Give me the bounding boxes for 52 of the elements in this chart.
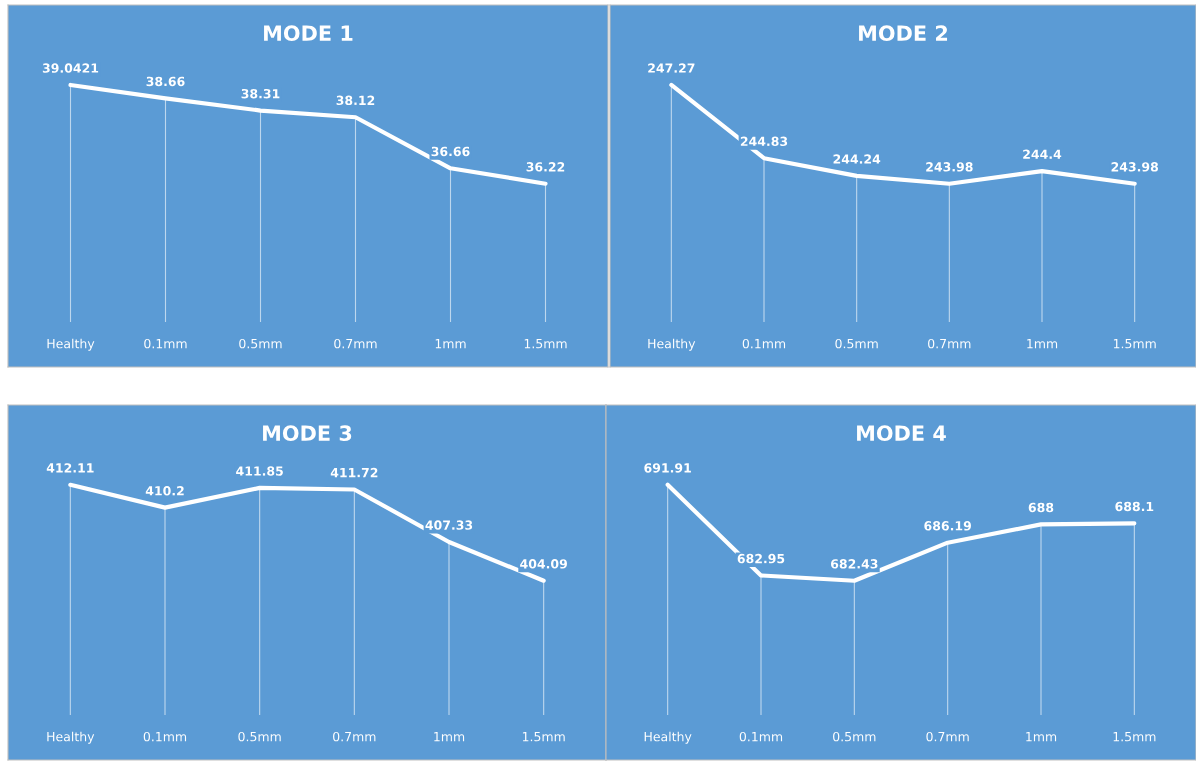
x-tick-label: 1.5mm: [524, 339, 567, 349]
x-tick-label: 1mm: [435, 339, 466, 349]
x-tick-label: 0.1mm: [742, 338, 786, 349]
x-tick-label: 1mm: [434, 732, 465, 742]
x-tick-label: 0.5mm: [835, 338, 878, 349]
data-label: 688.1: [1115, 501, 1154, 512]
data-label: 247.27: [648, 63, 695, 73]
chart-title: MODE 1: [264, 25, 353, 42]
x-tick-label: 0.1mm: [739, 731, 783, 742]
x-tick-label: 0.1mm: [143, 731, 187, 742]
data-label: 243.98: [1111, 162, 1159, 172]
chart-title: MODE 2: [859, 25, 948, 42]
data-label: 39.0421: [42, 63, 99, 73]
x-tick-label: 1mm: [1027, 339, 1058, 349]
data-label: 691.91: [644, 463, 691, 473]
data-label: 244.24: [833, 154, 881, 164]
chart-title: MODE 3: [263, 425, 352, 442]
chart-title: MODE 4: [857, 425, 946, 442]
x-tick-label: 1mm: [1026, 732, 1057, 742]
x-tick-label: Healthy: [648, 338, 696, 351]
x-tick-label: 0.5mm: [833, 731, 876, 742]
x-tick-label: Healthy: [47, 731, 95, 744]
data-label: 407.33: [425, 520, 473, 530]
data-label: 688: [1028, 502, 1054, 513]
data-label: 410.2: [145, 486, 184, 496]
data-label: 404.09: [520, 559, 567, 569]
x-tick-label: 0.7mm: [334, 338, 377, 349]
x-tick-label: 0.7mm: [333, 731, 376, 742]
x-tick-label: Healthy: [47, 338, 95, 351]
x-tick-label: 0.7mm: [928, 338, 971, 349]
data-label: 38.12: [336, 95, 375, 106]
x-tick-label: 1.5mm: [1113, 732, 1156, 742]
data-label: 36.66: [431, 146, 470, 157]
data-label: 412.11: [46, 463, 94, 473]
x-tick-label: 0.5mm: [239, 338, 282, 349]
x-tick-label: 1.5mm: [1113, 339, 1156, 349]
data-label: 244.4: [1023, 149, 1062, 159]
data-label: 36.22: [526, 162, 565, 172]
data-label: 411.85: [236, 466, 283, 476]
data-label: 244.83: [740, 136, 788, 147]
x-tick-label: 1.5mm: [522, 732, 565, 742]
x-tick-label: 0.7mm: [926, 731, 969, 742]
x-tick-label: Healthy: [644, 731, 692, 744]
data-label: 411.72: [330, 467, 378, 478]
data-label: 682.95: [737, 553, 785, 564]
data-label: 686.19: [924, 521, 971, 531]
x-tick-label: 0.5mm: [238, 731, 281, 742]
data-label: 38.66: [146, 76, 185, 87]
x-tick-label: 0.1mm: [144, 338, 187, 349]
data-label: 243.98: [926, 162, 973, 172]
data-label: 682.43: [830, 559, 878, 569]
data-label: 38.31: [241, 88, 280, 99]
